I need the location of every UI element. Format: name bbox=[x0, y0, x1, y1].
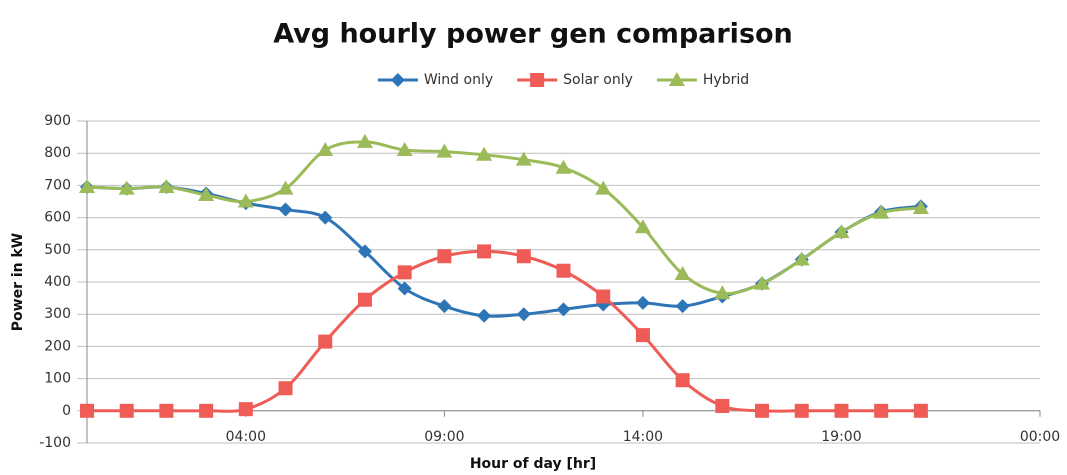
y-tick-label: 0 bbox=[62, 403, 71, 419]
y-tick-label: 500 bbox=[44, 242, 71, 258]
marker bbox=[237, 193, 254, 208]
marker bbox=[596, 289, 611, 304]
legend-label: Hybrid bbox=[703, 72, 749, 88]
y-tick-label: 700 bbox=[44, 177, 71, 193]
marker bbox=[912, 199, 929, 214]
marker bbox=[277, 180, 294, 195]
marker bbox=[833, 224, 850, 239]
y-tick-label: 600 bbox=[44, 210, 71, 226]
marker bbox=[436, 143, 453, 158]
marker bbox=[79, 179, 95, 194]
x-axis-label: Hour of day [hr] bbox=[470, 456, 596, 472]
marker bbox=[913, 403, 928, 418]
marker bbox=[437, 299, 452, 314]
marker bbox=[635, 295, 650, 310]
y-tick-label: 300 bbox=[44, 306, 71, 322]
y-axis-label: Power in kW bbox=[10, 233, 26, 331]
marker bbox=[634, 219, 651, 234]
marker bbox=[476, 146, 493, 161]
marker bbox=[318, 334, 333, 349]
marker bbox=[755, 403, 770, 418]
x-tick-label: 14:00 bbox=[623, 429, 663, 445]
marker bbox=[317, 141, 334, 156]
marker bbox=[675, 373, 690, 388]
marker bbox=[80, 403, 94, 418]
marker bbox=[874, 403, 889, 418]
marker bbox=[715, 398, 730, 413]
marker bbox=[556, 302, 571, 317]
marker bbox=[530, 73, 545, 87]
marker bbox=[834, 403, 849, 418]
marker bbox=[437, 249, 452, 264]
marker bbox=[396, 141, 413, 156]
marker bbox=[356, 133, 373, 148]
x-tick-label: 04:00 bbox=[226, 429, 266, 445]
y-tick-label: 200 bbox=[44, 338, 71, 354]
y-tick-label: 900 bbox=[44, 113, 71, 129]
marker bbox=[556, 263, 571, 278]
marker bbox=[318, 210, 333, 225]
marker bbox=[516, 249, 531, 264]
y-tick-label: -100 bbox=[39, 435, 71, 451]
legend-label: Solar only bbox=[563, 72, 633, 88]
x-tick-label: 00:00 bbox=[1020, 429, 1060, 445]
marker bbox=[278, 381, 293, 396]
chart-title: Avg hourly power gen comparison bbox=[273, 19, 793, 50]
marker bbox=[516, 307, 531, 322]
marker bbox=[793, 251, 810, 266]
marker bbox=[477, 308, 492, 323]
marker bbox=[397, 281, 412, 296]
marker bbox=[199, 403, 214, 418]
x-tick-label: 19:00 bbox=[821, 429, 861, 445]
marker bbox=[555, 159, 572, 174]
x-tick-label: 09:00 bbox=[424, 429, 464, 445]
marker bbox=[595, 180, 612, 195]
marker bbox=[714, 285, 731, 300]
marker bbox=[635, 328, 650, 343]
marker bbox=[238, 402, 253, 417]
y-tick-label: 400 bbox=[44, 274, 71, 290]
marker bbox=[515, 151, 532, 166]
marker bbox=[668, 72, 685, 86]
marker bbox=[118, 180, 135, 195]
marker bbox=[390, 73, 405, 87]
marker bbox=[675, 299, 690, 314]
series-line bbox=[87, 249, 921, 413]
legend-label: Wind only bbox=[424, 72, 493, 88]
marker bbox=[357, 292, 372, 307]
y-tick-label: 100 bbox=[44, 371, 71, 387]
marker bbox=[397, 265, 412, 280]
marker bbox=[873, 204, 890, 219]
series-line bbox=[86, 140, 922, 296]
marker bbox=[794, 403, 809, 418]
y-tick-label: 800 bbox=[44, 145, 71, 161]
marker bbox=[357, 244, 372, 259]
marker bbox=[674, 265, 691, 280]
marker bbox=[198, 187, 215, 202]
marker bbox=[754, 275, 771, 290]
marker bbox=[158, 179, 175, 194]
marker bbox=[159, 403, 174, 418]
marker bbox=[119, 403, 134, 418]
marker bbox=[278, 202, 293, 217]
marker bbox=[477, 244, 492, 259]
